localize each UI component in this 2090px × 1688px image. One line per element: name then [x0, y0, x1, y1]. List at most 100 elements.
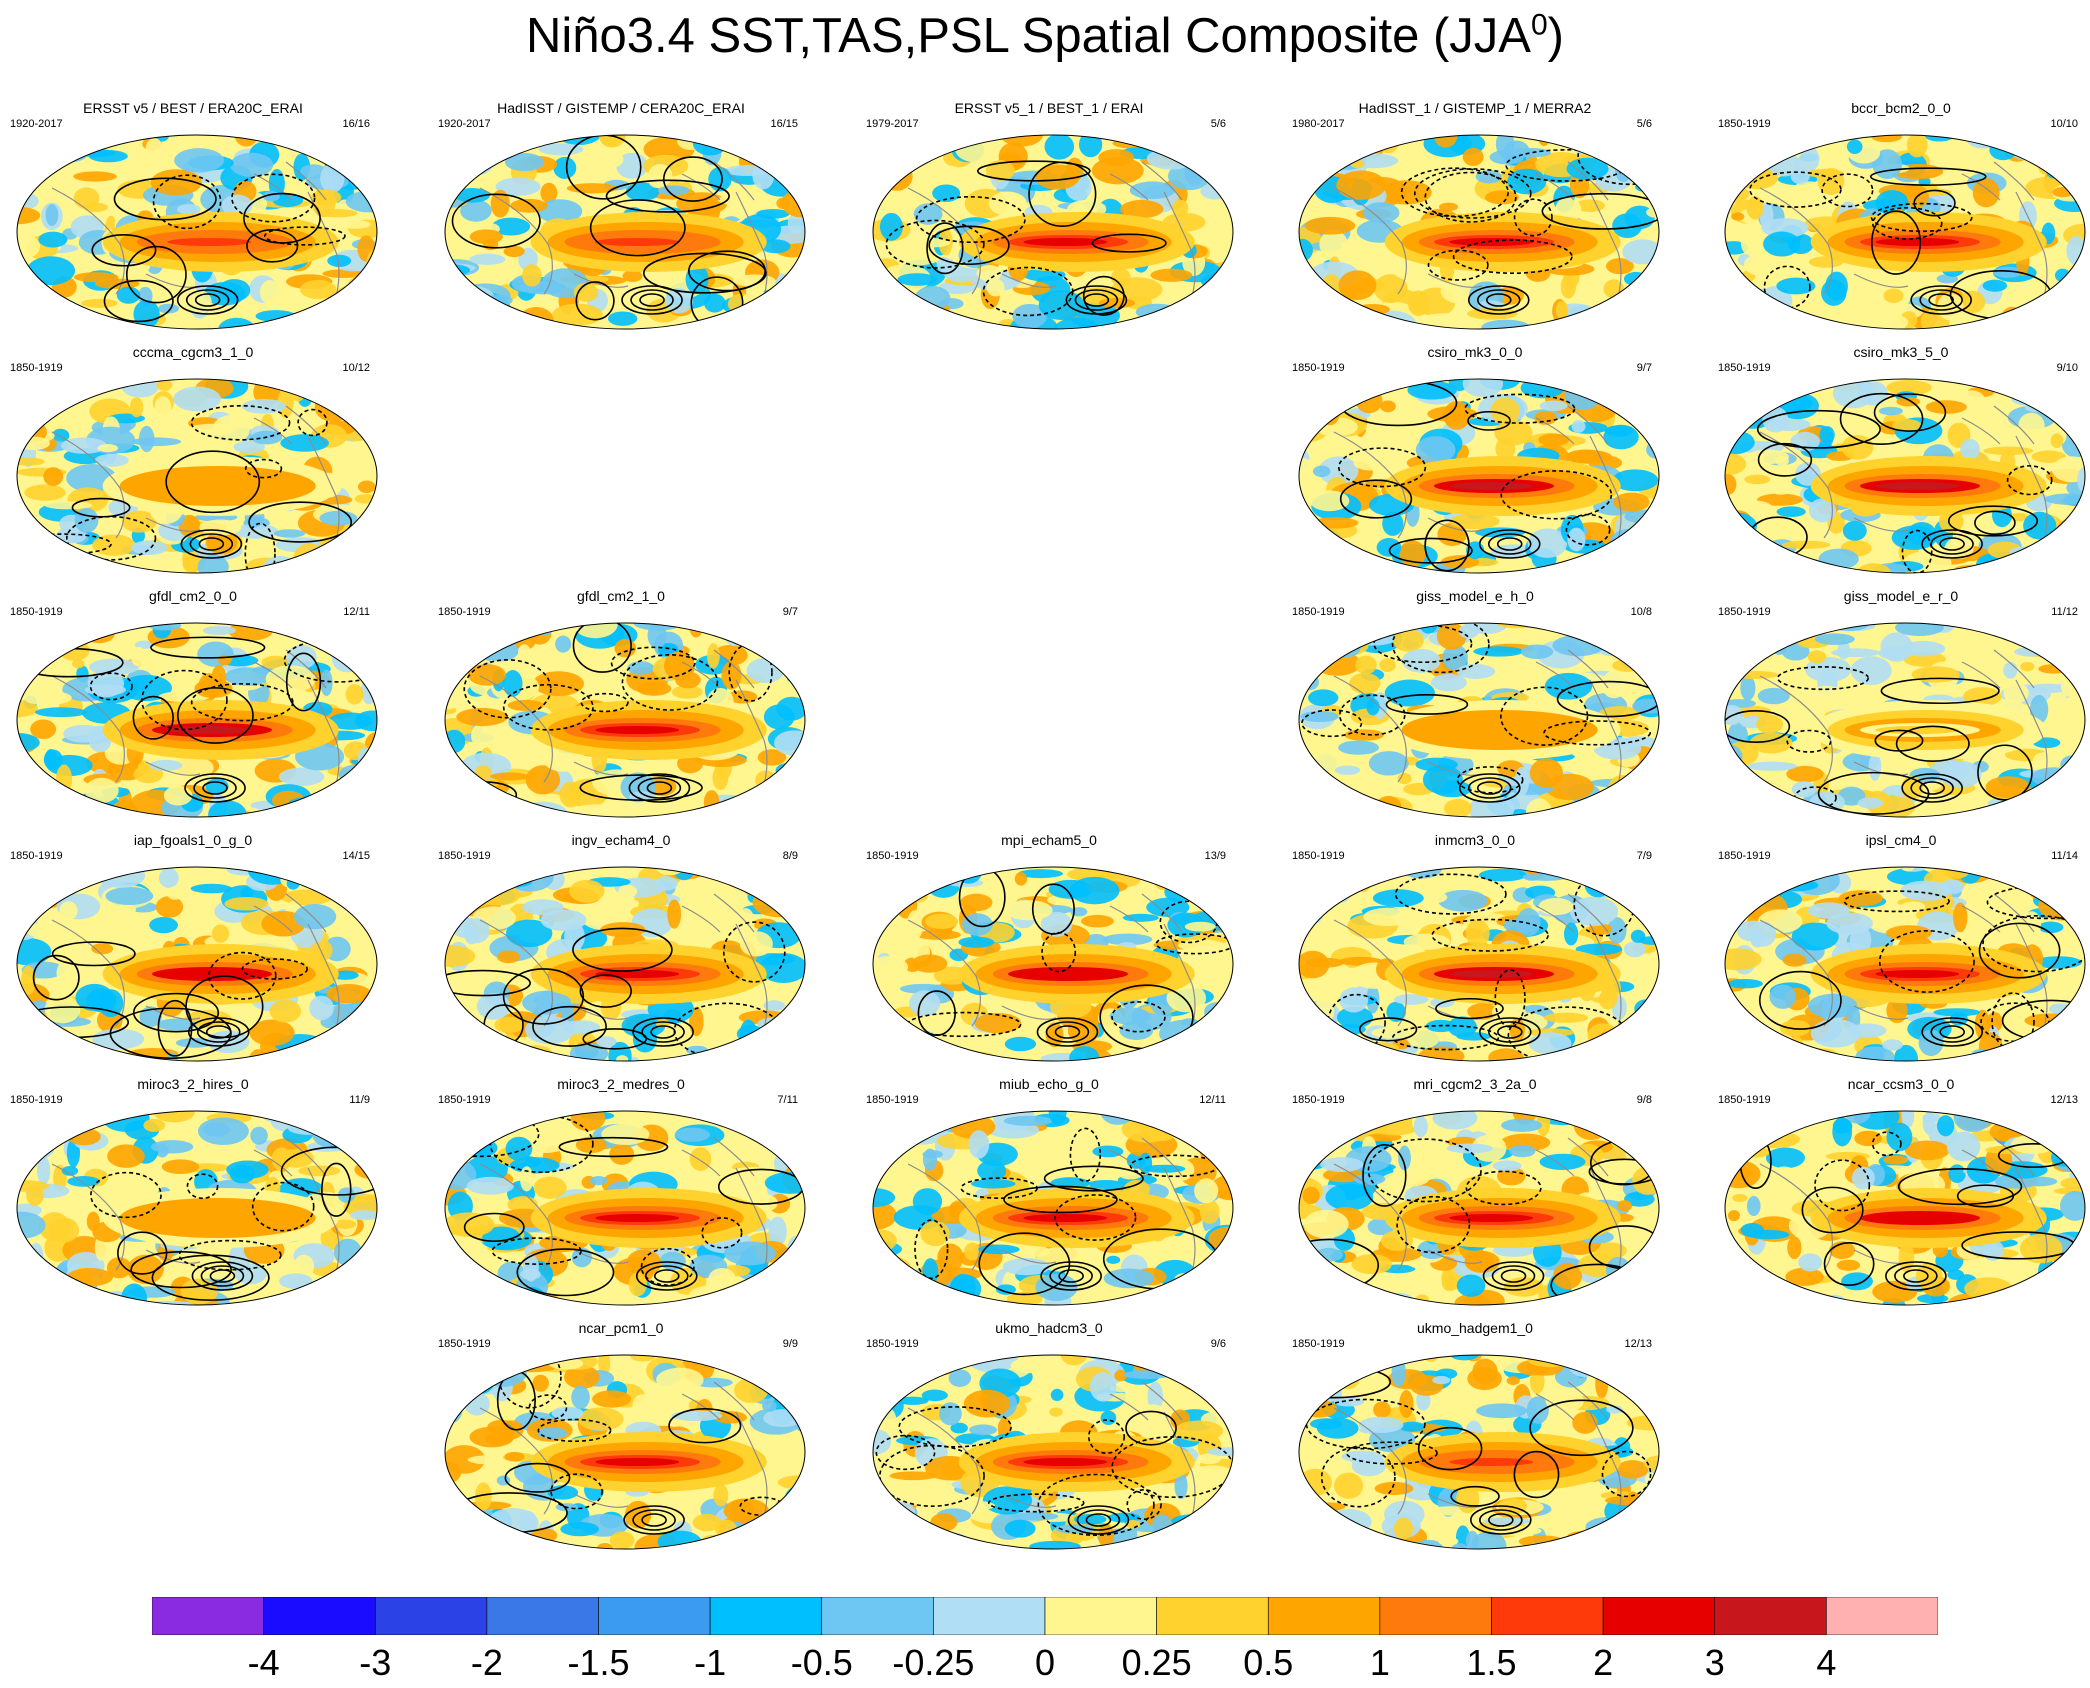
panel-years: 1850-1919 — [1292, 1094, 1345, 1106]
colorbar-bin — [598, 1597, 711, 1635]
panel-title: giss_model_e_r_0 — [1843, 588, 1959, 604]
panel-years: 1850-1919 — [1718, 362, 1771, 374]
colorbar-label: 0.25 — [1121, 1642, 1192, 1683]
colorbar-bin — [709, 1597, 823, 1635]
panel-years: 1850-1919 — [438, 850, 491, 862]
panel-years: 1850-1919 — [1292, 1338, 1345, 1350]
colorbar-label: -4 — [247, 1642, 280, 1683]
global-map — [1724, 378, 2086, 574]
global-map — [1724, 1110, 2086, 1306]
panel-title: ukmo_hadcm3_0 — [995, 1320, 1103, 1336]
colorbar-bin — [374, 1597, 488, 1635]
panel-count: 14/15 — [342, 850, 370, 862]
panel-count: 7/9 — [1636, 850, 1652, 862]
map-panels-grid: ERSST v5 / BEST / ERA20C_ERAI 1920-2017 16… — [8, 100, 2086, 1558]
panel-title: ingv_echam4_0 — [571, 832, 671, 848]
colorbar-bin — [1602, 1597, 1716, 1635]
colorbar-bin — [1491, 1597, 1604, 1635]
panel-title: csiro_mk3_0_0 — [1427, 344, 1523, 360]
global-map — [1298, 866, 1660, 1062]
colorbar-bin — [1379, 1597, 1492, 1635]
panel-years: 1850-1919 — [1292, 362, 1345, 374]
panel-years: 1920-2017 — [438, 118, 491, 130]
colorbar-label: 1 — [1369, 1642, 1390, 1683]
panel-years: 1850-1919 — [10, 606, 63, 618]
panel-count: 10/10 — [2050, 118, 2078, 130]
colorbar-label: 2 — [1593, 1642, 1614, 1683]
global-map — [444, 622, 806, 818]
map-panel: ncar_ccsm3_0_0 1850-1919 12/13 — [1716, 1076, 2086, 1314]
colorbar-bin — [1267, 1597, 1381, 1635]
global-map — [872, 1110, 1234, 1306]
panel-title: giss_model_e_h_0 — [1416, 588, 1534, 604]
colorbar-label: -1 — [694, 1642, 727, 1683]
panel-count: 12/13 — [2050, 1094, 2078, 1106]
panel-title: gfdl_cm2_0_0 — [149, 588, 237, 604]
map-panel: mri_cgcm2_3_2a_0 1850-1919 9/8 — [1290, 1076, 1660, 1314]
colorbar-bin — [821, 1597, 934, 1635]
global-map — [872, 134, 1234, 330]
global-map — [444, 866, 806, 1062]
map-panel: csiro_mk3_0_0 1850-1919 9/7 — [1290, 344, 1660, 582]
panel-count: 12/11 — [1199, 1094, 1226, 1106]
colorbar-bin — [152, 1597, 264, 1635]
panel-years: 1850-1919 — [866, 1338, 919, 1350]
global-map — [1298, 1354, 1660, 1550]
global-map — [444, 1110, 806, 1306]
colorbar-bin — [263, 1597, 376, 1635]
global-map — [872, 1354, 1234, 1550]
panel-title: ERSST v5 / BEST / ERA20C_ERAI — [83, 100, 303, 116]
panel-title: gfdl_cm2_1_0 — [577, 588, 665, 604]
global-map — [1298, 378, 1660, 574]
map-panel: bccr_bcm2_0_0 1850-1919 10/10 — [1716, 100, 2086, 338]
panel-years: 1920-2017 — [10, 118, 63, 130]
panel-count: 16/16 — [342, 118, 370, 130]
panel-years: 1850-1919 — [438, 606, 491, 618]
global-map — [16, 866, 378, 1062]
panel-count: 13/9 — [1204, 850, 1226, 862]
figure-title-superscript: 0 — [1530, 8, 1548, 42]
global-map — [1298, 622, 1660, 818]
panel-count: 5/6 — [1636, 118, 1652, 130]
panel-count: 9/6 — [1210, 1338, 1226, 1350]
panel-title: inmcm3_0_0 — [1434, 832, 1516, 848]
panel-count: 9/9 — [782, 1338, 798, 1350]
panel-count: 10/8 — [1630, 606, 1652, 618]
panel-years: 1850-1919 — [1718, 606, 1771, 618]
global-map — [444, 1354, 806, 1550]
panel-title: ukmo_hadgem1_0 — [1417, 1320, 1533, 1336]
figure-title: Niño3.4 SST,TAS,PSL Spatial Composite (J… — [0, 8, 2090, 64]
colorbar-label: 0 — [1034, 1642, 1056, 1683]
map-panel: gfdl_cm2_0_0 1850-1919 12/11 — [8, 588, 378, 826]
colorbar-label: -0.5 — [790, 1642, 853, 1683]
global-map — [16, 134, 378, 330]
map-panel: gfdl_cm2_1_0 1850-1919 9/7 — [436, 588, 806, 826]
figure-title-close: ) — [1547, 9, 1564, 63]
panel-title: ncar_pcm1_0 — [578, 1320, 664, 1336]
panel-count: 12/13 — [1624, 1338, 1652, 1350]
colorbar-bin — [933, 1597, 1046, 1635]
map-panel: ipsl_cm4_0 1850-1919 11/14 — [1716, 832, 2086, 1070]
global-map — [16, 378, 378, 574]
panel-count: 12/11 — [343, 606, 370, 618]
global-map — [872, 866, 1234, 1062]
map-panel: ukmo_hadcm3_0 1850-1919 9/6 — [864, 1320, 1234, 1558]
panel-title: ERSST v5_1 / BEST_1 / ERAI — [954, 100, 1144, 116]
colorbar-bin — [1044, 1597, 1157, 1635]
colorbar-labels: -4 -3 -2 -1.5 -1 -0.5 -0.25 0 0.25 0.5 1 1.5 2 3 4 — [152, 1642, 1938, 1686]
panel-count: 9/7 — [1636, 362, 1652, 374]
panel-title: miub_echo_g_0 — [999, 1076, 1099, 1092]
panel-years: 1850-1919 — [438, 1338, 491, 1350]
panel-title: cccma_cgcm3_1_0 — [132, 344, 254, 360]
panel-title: HadISST_1 / GISTEMP_1 / MERRA2 — [1358, 100, 1592, 116]
panel-title: ipsl_cm4_0 — [1865, 832, 1937, 848]
map-panel: iap_fgoals1_0_g_0 1850-1919 14/15 — [8, 832, 378, 1070]
map-panel: giss_model_e_r_0 1850-1919 11/12 — [1716, 588, 2086, 826]
panel-years: 1850-1919 — [1718, 850, 1771, 862]
map-panel: HadISST_1 / GISTEMP_1 / MERRA2 1980-2017 5… — [1290, 100, 1660, 338]
panel-title: ncar_ccsm3_0_0 — [1847, 1076, 1955, 1092]
colorbar-bin — [486, 1597, 599, 1635]
global-map — [1724, 866, 2086, 1062]
global-map — [1724, 134, 2086, 330]
colorbar-label: 4 — [1816, 1642, 1837, 1683]
